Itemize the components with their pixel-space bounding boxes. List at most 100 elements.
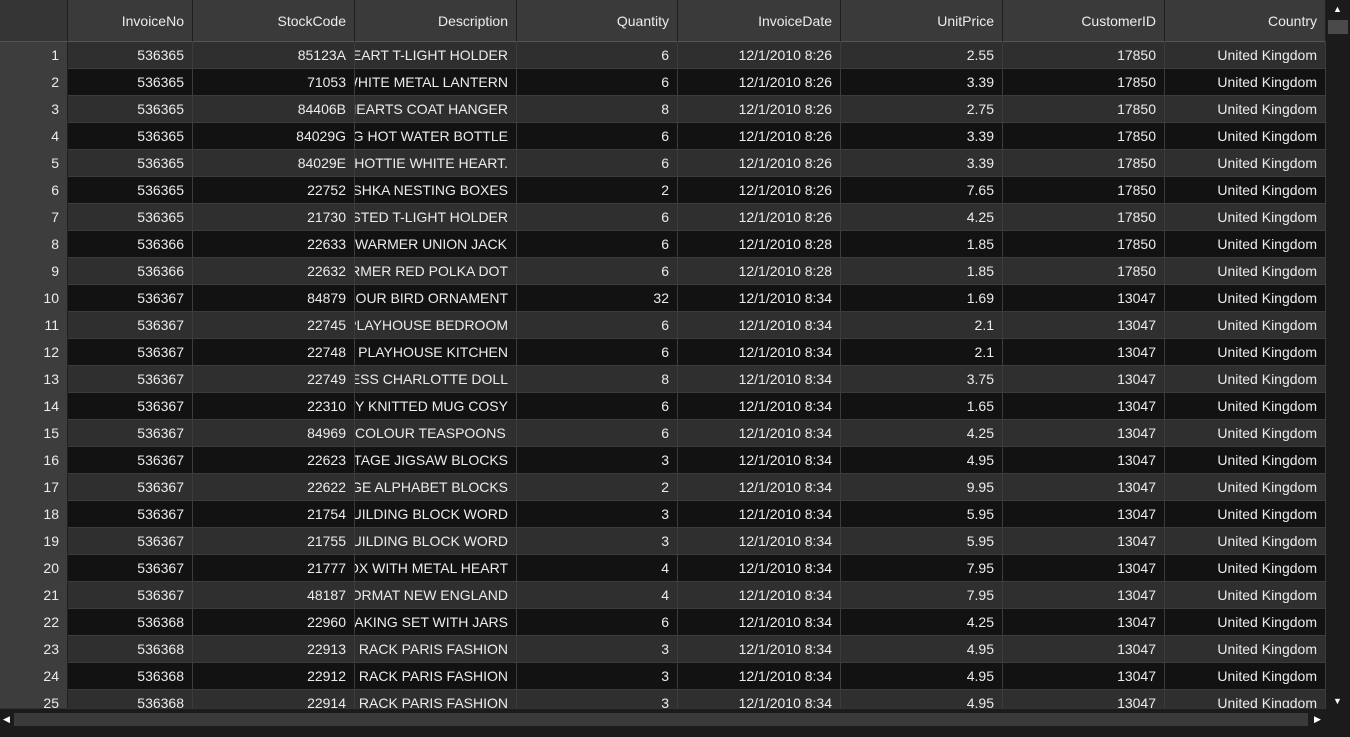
cell-unit-price[interactable]: 2.1 — [841, 312, 1003, 339]
cell-invoice-date[interactable]: 12/1/2010 8:26 — [678, 204, 841, 231]
cell-unit-price[interactable]: 9.95 — [841, 474, 1003, 501]
cell-quantity[interactable]: 6 — [517, 393, 678, 420]
table-row[interactable]: 18 536367 21754 UILDING BLOCK WORD 3 12/1/201… — [0, 501, 1326, 528]
column-header-invoice-date[interactable]: InvoiceDate — [678, 0, 841, 42]
cell-description[interactable]: UILDING BLOCK WORD — [355, 528, 517, 555]
row-index-cell[interactable]: 22 — [0, 609, 68, 636]
cell-customer-id[interactable]: 17850 — [1003, 204, 1165, 231]
row-index-cell[interactable]: 24 — [0, 663, 68, 690]
cell-country[interactable]: United Kingdom — [1165, 177, 1326, 204]
cell-unit-price[interactable]: 4.25 — [841, 420, 1003, 447]
cell-description[interactable]: MAKING SET WITH JARS — [355, 609, 517, 636]
cell-unit-price[interactable]: 2.75 — [841, 96, 1003, 123]
row-index-cell[interactable]: 23 — [0, 636, 68, 663]
cell-invoice-no[interactable]: 536367 — [68, 474, 193, 501]
cell-description[interactable]: ORMAT NEW ENGLAND — [355, 582, 517, 609]
row-index-cell[interactable]: 8 — [0, 231, 68, 258]
table-row[interactable]: 4 536365 84029G AG HOT WATER BOTTLE 6 12/1/20… — [0, 123, 1326, 150]
cell-invoice-no[interactable]: 536365 — [68, 150, 193, 177]
cell-customer-id[interactable]: 13047 — [1003, 312, 1165, 339]
cell-customer-id[interactable]: 17850 — [1003, 231, 1165, 258]
cell-quantity[interactable]: 3 — [517, 663, 678, 690]
cell-invoice-no[interactable]: 536368 — [68, 663, 193, 690]
cell-stock-code[interactable]: 21777 — [193, 555, 355, 582]
cell-quantity[interactable]: 2 — [517, 474, 678, 501]
row-index-cell[interactable]: 16 — [0, 447, 68, 474]
cell-invoice-date[interactable]: 12/1/2010 8:26 — [678, 150, 841, 177]
cell-invoice-date[interactable]: 12/1/2010 8:34 — [678, 474, 841, 501]
cell-invoice-no[interactable]: 536367 — [68, 555, 193, 582]
cell-invoice-no[interactable]: 536367 — [68, 339, 193, 366]
cell-quantity[interactable]: 8 — [517, 366, 678, 393]
cell-customer-id[interactable]: 13047 — [1003, 285, 1165, 312]
cell-description[interactable]: AG HOT WATER BOTTLE — [355, 123, 517, 150]
cell-quantity[interactable]: 3 — [517, 636, 678, 663]
cell-customer-id[interactable]: 13047 — [1003, 393, 1165, 420]
cell-unit-price[interactable]: 1.85 — [841, 231, 1003, 258]
cell-description[interactable]: T RACK PARIS FASHION — [355, 636, 517, 663]
cell-invoice-date[interactable]: 12/1/2010 8:34 — [678, 555, 841, 582]
cell-invoice-no[interactable]: 536365 — [68, 123, 193, 150]
cell-invoice-date[interactable]: 12/1/2010 8:34 — [678, 663, 841, 690]
table-row[interactable]: 16 536367 22623 TAGE JIGSAW BLOCKS 3 12/1/201… — [0, 447, 1326, 474]
cell-quantity[interactable]: 6 — [517, 312, 678, 339]
table-row[interactable]: 11 536367 22745 PLAYHOUSE BEDROOM 6 12/1/2010… — [0, 312, 1326, 339]
cell-quantity[interactable]: 6 — [517, 123, 678, 150]
cell-customer-id[interactable]: 13047 — [1003, 636, 1165, 663]
cell-invoice-no[interactable]: 536368 — [68, 690, 193, 708]
cell-customer-id[interactable]: 13047 — [1003, 420, 1165, 447]
table-row[interactable]: 5 536365 84029E HOTTIE WHITE HEART. 6 12/1/20… — [0, 150, 1326, 177]
cell-country[interactable]: United Kingdom — [1165, 609, 1326, 636]
table-row[interactable]: 6 536365 22752 ISHKA NESTING BOXES 2 12/1/201… — [0, 177, 1326, 204]
cell-invoice-date[interactable]: 12/1/2010 8:26 — [678, 123, 841, 150]
row-index-cell[interactable]: 10 — [0, 285, 68, 312]
column-header-quantity[interactable]: Quantity — [517, 0, 678, 42]
cell-invoice-no[interactable]: 536365 — [68, 177, 193, 204]
row-index-cell[interactable]: 20 — [0, 555, 68, 582]
cell-unit-price[interactable]: 3.75 — [841, 366, 1003, 393]
cell-country[interactable]: United Kingdom — [1165, 474, 1326, 501]
data-grid[interactable]: InvoiceNo StockCode Description Quantity Inv… — [0, 0, 1326, 708]
cell-unit-price[interactable]: 7.95 — [841, 582, 1003, 609]
cell-invoice-no[interactable]: 536367 — [68, 285, 193, 312]
cell-description[interactable]: S PLAYHOUSE KITCHEN — [355, 339, 517, 366]
cell-customer-id[interactable]: 13047 — [1003, 474, 1165, 501]
row-index-cell[interactable]: 9 — [0, 258, 68, 285]
cell-stock-code[interactable]: 84879 — [193, 285, 355, 312]
cell-stock-code[interactable]: 84029G — [193, 123, 355, 150]
table-row[interactable]: 2 536365 71053 WHITE METAL LANTERN 6 12/1/201… — [0, 69, 1326, 96]
cell-quantity[interactable]: 4 — [517, 582, 678, 609]
cell-quantity[interactable]: 3 — [517, 501, 678, 528]
cell-quantity[interactable]: 3 — [517, 447, 678, 474]
cell-description[interactable]: TAGE JIGSAW BLOCKS — [355, 447, 517, 474]
table-row[interactable]: 25 536368 22914 T RACK PARIS FASHION 3 12/1/2… — [0, 690, 1326, 708]
cell-stock-code[interactable]: 21754 — [193, 501, 355, 528]
cell-invoice-no[interactable]: 536367 — [68, 420, 193, 447]
column-header-stock-code[interactable]: StockCode — [193, 0, 355, 42]
cell-description[interactable]: WARMER UNION JACK — [355, 231, 517, 258]
row-index-cell[interactable]: 18 — [0, 501, 68, 528]
cell-quantity[interactable]: 6 — [517, 42, 678, 69]
cell-customer-id[interactable]: 13047 — [1003, 366, 1165, 393]
cell-country[interactable]: United Kingdom — [1165, 501, 1326, 528]
scroll-right-icon[interactable]: ▶ — [1314, 714, 1321, 724]
cell-quantity[interactable]: 6 — [517, 204, 678, 231]
cell-stock-code[interactable]: 22310 — [193, 393, 355, 420]
cell-stock-code[interactable]: 84406B — [193, 96, 355, 123]
cell-invoice-no[interactable]: 536365 — [68, 42, 193, 69]
cell-country[interactable]: United Kingdom — [1165, 150, 1326, 177]
cell-customer-id[interactable]: 13047 — [1003, 501, 1165, 528]
cell-invoice-no[interactable]: 536367 — [68, 312, 193, 339]
table-row[interactable]: 15 536367 84969 COLOUR TEASPOONS 6 12/1/2010 … — [0, 420, 1326, 447]
cell-invoice-date[interactable]: 12/1/2010 8:34 — [678, 285, 841, 312]
table-row[interactable]: 13 536367 22749 ESS CHARLOTTE DOLL 8 12/1/201… — [0, 366, 1326, 393]
column-header-invoice-no[interactable]: InvoiceNo — [68, 0, 193, 42]
cell-customer-id[interactable]: 13047 — [1003, 528, 1165, 555]
cell-unit-price[interactable]: 4.25 — [841, 609, 1003, 636]
cell-customer-id[interactable]: 17850 — [1003, 123, 1165, 150]
cell-country[interactable]: United Kingdom — [1165, 339, 1326, 366]
column-header-unit-price[interactable]: UnitPrice — [841, 0, 1003, 42]
cell-stock-code[interactable]: 22633 — [193, 231, 355, 258]
row-index-cell[interactable]: 11 — [0, 312, 68, 339]
row-index-cell[interactable]: 3 — [0, 96, 68, 123]
